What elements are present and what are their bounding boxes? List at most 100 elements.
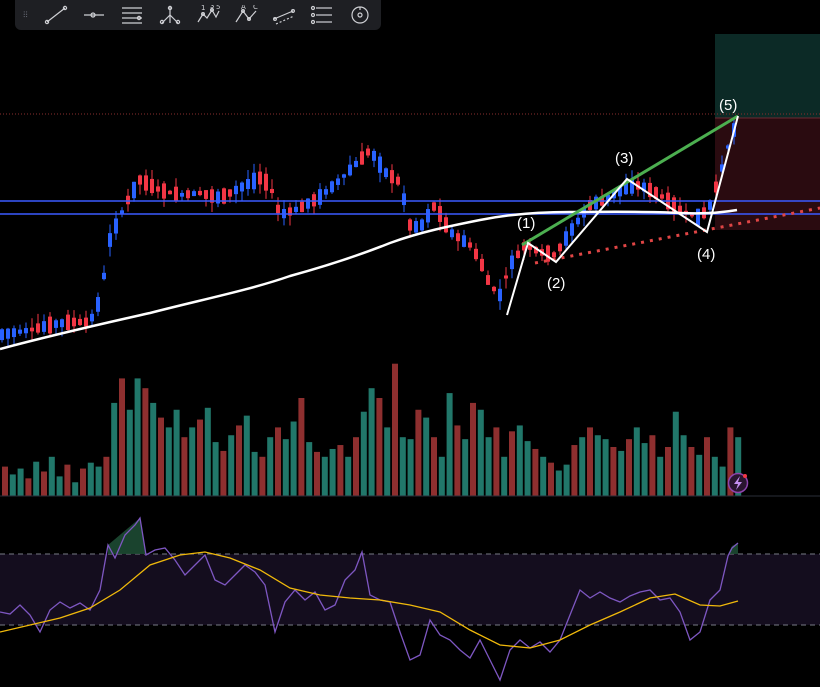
moving-average-line[interactable] bbox=[0, 208, 738, 351]
rsi-line[interactable] bbox=[0, 516, 739, 682]
volume-bar bbox=[735, 437, 742, 496]
position-loss-zone[interactable] bbox=[715, 118, 820, 230]
trend-line-icon bbox=[44, 5, 68, 25]
candle bbox=[432, 202, 436, 211]
candle bbox=[672, 197, 676, 214]
pitchfork-icon bbox=[159, 5, 181, 25]
volume-bar bbox=[64, 464, 71, 496]
volume-bar bbox=[2, 466, 8, 496]
volume-bar bbox=[376, 398, 383, 496]
candle bbox=[558, 243, 562, 252]
candle bbox=[48, 316, 52, 334]
volume-bar bbox=[594, 435, 601, 496]
candle bbox=[648, 182, 652, 198]
volume-bar bbox=[610, 447, 617, 496]
volume-bar bbox=[321, 456, 328, 496]
volume-bar bbox=[165, 427, 172, 496]
candle bbox=[510, 255, 514, 270]
volume-bar bbox=[41, 471, 47, 496]
dotted-support-line[interactable] bbox=[534, 206, 820, 265]
candle bbox=[594, 196, 598, 210]
candle bbox=[504, 275, 508, 279]
volume-bar bbox=[719, 466, 726, 496]
candle bbox=[150, 178, 154, 194]
pitchfork-button[interactable] bbox=[151, 0, 189, 30]
drag-handle[interactable] bbox=[15, 0, 37, 30]
candle bbox=[480, 258, 484, 272]
candle bbox=[402, 193, 406, 206]
wave-label-3: (3) bbox=[615, 150, 633, 167]
volume-bar bbox=[587, 427, 593, 496]
volume-bar bbox=[571, 445, 578, 496]
volume-bar bbox=[415, 409, 422, 496]
fib-levels-button[interactable] bbox=[303, 0, 341, 30]
horizontal-ray-icon bbox=[84, 12, 104, 18]
volume-bar bbox=[516, 425, 523, 496]
candle bbox=[90, 313, 94, 322]
parallel-channel-button[interactable] bbox=[265, 0, 303, 30]
volume-bar bbox=[454, 425, 461, 496]
candle bbox=[186, 190, 190, 199]
candle bbox=[708, 200, 712, 210]
elliott-wave-line[interactable] bbox=[506, 115, 739, 316]
volume-bar bbox=[727, 427, 734, 496]
candle bbox=[276, 204, 280, 214]
candle bbox=[96, 297, 100, 312]
candle bbox=[84, 317, 88, 327]
volume-bar bbox=[337, 445, 344, 496]
volume-bar bbox=[329, 448, 336, 496]
candle bbox=[108, 233, 112, 247]
fib-retracement-button[interactable] bbox=[113, 0, 151, 30]
rsi-signal-line[interactable] bbox=[0, 551, 739, 649]
volume-bar bbox=[563, 464, 570, 496]
volume-bar bbox=[618, 450, 625, 496]
candle bbox=[462, 235, 466, 247]
candle bbox=[720, 164, 724, 172]
lightning-icon[interactable] bbox=[727, 472, 749, 494]
candle bbox=[468, 242, 472, 248]
candle bbox=[264, 173, 268, 191]
volume-bar bbox=[626, 439, 632, 496]
candle bbox=[306, 198, 310, 209]
volume-bar bbox=[282, 439, 289, 496]
candle bbox=[570, 223, 574, 236]
volume-bar bbox=[431, 437, 437, 496]
volume-bar bbox=[602, 439, 609, 496]
volume-bar bbox=[509, 431, 515, 496]
volume-bar bbox=[267, 437, 274, 496]
drag-handle-icon bbox=[23, 11, 28, 18]
candle bbox=[36, 323, 40, 333]
horizontal-ray-button[interactable] bbox=[75, 0, 113, 30]
candle bbox=[66, 314, 70, 330]
volume-bar bbox=[555, 470, 562, 496]
trend-line-button[interactable] bbox=[37, 0, 75, 30]
volume-bar bbox=[493, 427, 500, 496]
volume-bar bbox=[204, 407, 211, 496]
volume-bar bbox=[384, 427, 391, 496]
volume-bar bbox=[197, 419, 203, 496]
position-profit-zone[interactable] bbox=[715, 34, 820, 118]
rsi-overbought-fill bbox=[108, 518, 146, 554]
wave-label-5: (5) bbox=[719, 97, 737, 114]
candle bbox=[456, 233, 460, 242]
volume-bar bbox=[368, 388, 375, 496]
candle bbox=[132, 181, 136, 199]
volume-bar bbox=[236, 425, 242, 496]
volume-bar bbox=[80, 468, 86, 496]
fib-retracement-icon bbox=[122, 7, 142, 24]
candle bbox=[114, 218, 118, 234]
wave-label-1: (1) bbox=[517, 215, 535, 232]
candle bbox=[138, 175, 142, 185]
volume-bar bbox=[423, 417, 430, 496]
volume-bar bbox=[306, 442, 313, 496]
target-button[interactable] bbox=[341, 0, 379, 30]
candle bbox=[240, 182, 244, 192]
candle bbox=[270, 188, 274, 194]
candle bbox=[576, 217, 580, 225]
volume-bar bbox=[25, 478, 32, 496]
candle bbox=[324, 189, 328, 195]
